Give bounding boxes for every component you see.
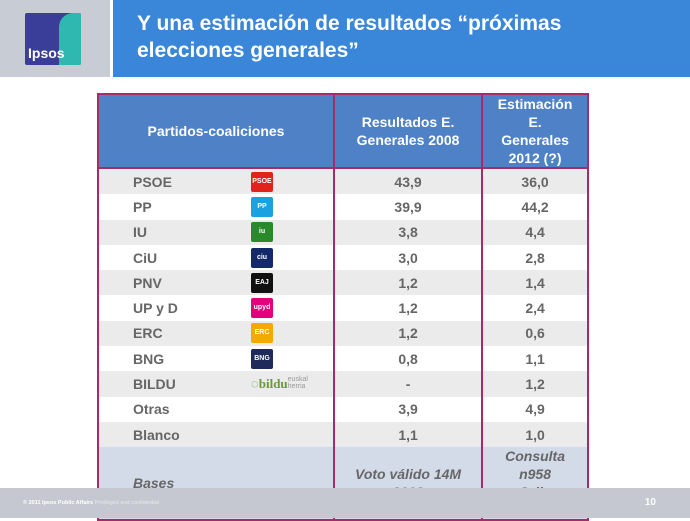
estimate-2012: 1,2 xyxy=(481,371,589,397)
result-2008: 39,9 xyxy=(332,194,484,220)
party-logo-icon: EAJ PNV xyxy=(251,272,273,306)
slide-title: Y una estimación de resultados “próximas… xyxy=(137,12,562,62)
party-logo-icon: iu xyxy=(251,222,273,243)
result-2008: 3,8 xyxy=(332,219,484,245)
header-2008: Resultados E. Generales 2008 xyxy=(332,93,484,169)
footer-copyright: © 2011 Ipsos Public Affairs Privileged a… xyxy=(23,500,159,506)
estimate-2012: 0,6 xyxy=(481,320,589,347)
result-2008: 1,2 xyxy=(332,270,484,296)
party-name: ERC xyxy=(133,325,163,342)
table-row: BNG BNG 0,8 1,1 xyxy=(97,346,589,372)
party-name: Blanco xyxy=(133,426,180,443)
party-name: CiU xyxy=(133,249,158,266)
bases-label: Bases xyxy=(97,447,335,521)
party-name: Otras xyxy=(133,401,170,418)
table-row: PNV EAJ PNV 1,2 1,4 xyxy=(97,270,589,306)
ipsos-logo: Ipsos xyxy=(25,13,81,65)
result-2008: 3,9 xyxy=(332,396,484,422)
result-2008: 1,1 xyxy=(332,421,484,448)
header-party: Partidos-coaliciones xyxy=(97,93,335,169)
party-logo-icon: PSOE xyxy=(251,171,273,192)
estimate-2012: 1,4 xyxy=(481,270,589,296)
footer-note: Privileged and confidential xyxy=(94,500,159,506)
table-row: CiU ciu 3,0 2,8 xyxy=(97,244,589,271)
party-name: PSOE xyxy=(133,173,172,190)
table-row: BILDU ◌bildu euskal herria - 1,2 xyxy=(97,371,589,397)
party-name: UP y D xyxy=(133,300,178,317)
table-row: IU iu 3,8 4,4 xyxy=(97,219,589,245)
table-row: ERC ERC 1,2 0,6 xyxy=(97,320,589,347)
party-logo-icon: ciu xyxy=(251,247,273,268)
table-row: PP PP 39,9 44,2 xyxy=(97,194,589,220)
estimate-2012: 4,4 xyxy=(481,219,589,245)
result-2008: 1,2 xyxy=(332,320,484,347)
header-2012: Estimación E. Generales 2012 (?) xyxy=(481,93,589,169)
estimate-2012: 2,8 xyxy=(481,244,589,271)
result-2008: 43,9 xyxy=(332,168,484,195)
party-name: BNG xyxy=(133,350,165,367)
estimate-2012: 2,4 xyxy=(481,295,589,321)
table-row: Blanco 1,1 1,0 xyxy=(97,421,589,448)
party-name: PP xyxy=(133,198,152,215)
logo-area: Ipsos xyxy=(0,0,110,77)
party-logo-icon: upyd xyxy=(251,298,273,319)
result-2008: - xyxy=(332,371,484,397)
estimate-2012: 36,0 xyxy=(481,168,589,195)
footer: © 2011 Ipsos Public Affairs Privileged a… xyxy=(0,488,690,518)
table-row: UP y D upyd 1,2 2,4 xyxy=(97,295,589,321)
party-name: BILDU xyxy=(133,376,176,393)
result-2008: 0,8 xyxy=(332,346,484,372)
party-logo-icon: PP xyxy=(251,196,273,217)
party-logo-icon: BNG xyxy=(251,348,273,369)
party-name: IU xyxy=(133,224,147,241)
table-row: Otras 3,9 4,9 xyxy=(97,396,589,422)
title-bar: Y una estimación de resultados “próximas… xyxy=(113,0,690,77)
table-row: PSOE PSOE 43,9 36,0 xyxy=(97,168,589,195)
estimate-2012: 4,9 xyxy=(481,396,589,422)
party-name: PNV xyxy=(133,274,162,291)
result-2008: 1,2 xyxy=(332,295,484,321)
bildu-logo-icon: ◌bildu xyxy=(251,376,288,392)
page-number: 10 xyxy=(644,497,656,508)
party-logo-icon: ERC xyxy=(251,323,273,344)
estimate-2012: 1,0 xyxy=(481,421,589,448)
estimate-2012: 1,1 xyxy=(481,346,589,372)
estimate-2012: 44,2 xyxy=(481,194,589,220)
result-2008: 3,0 xyxy=(332,244,484,271)
results-table: Partidos-coaliciones Resultados E. Gener… xyxy=(97,93,589,521)
